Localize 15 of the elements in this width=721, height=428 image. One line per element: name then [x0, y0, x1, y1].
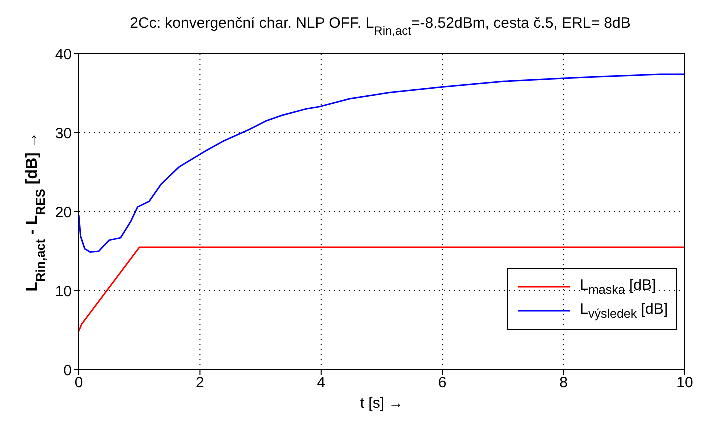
- x-tick-label: 10: [676, 374, 694, 392]
- legend-label: L$_{výsledek}$ [dB]: [580, 301, 668, 321]
- chart-title: 2Cc: konvergenční char. NLP OFF. L$_{Rin,act}$=-8.52dBm, cesta č.5, ERL= 8dB: [130, 15, 631, 38]
- line-series: [79, 74, 685, 254]
- x-tick-label: 6: [438, 374, 447, 392]
- y-tick-label: 20: [55, 204, 72, 222]
- y-tick-label: 40: [55, 46, 72, 64]
- x-tick-label: 0: [74, 374, 84, 392]
- x-tick-label: 8: [560, 374, 568, 392]
- x-axis-title: t [s] →: [360, 395, 404, 412]
- y-tick-label: 0: [64, 362, 72, 380]
- y-tick-label: 30: [55, 125, 72, 142]
- x-tick-label: 2: [196, 374, 204, 392]
- x-tick-label: 4: [317, 374, 326, 392]
- y-tick-label: 10: [55, 283, 72, 300]
